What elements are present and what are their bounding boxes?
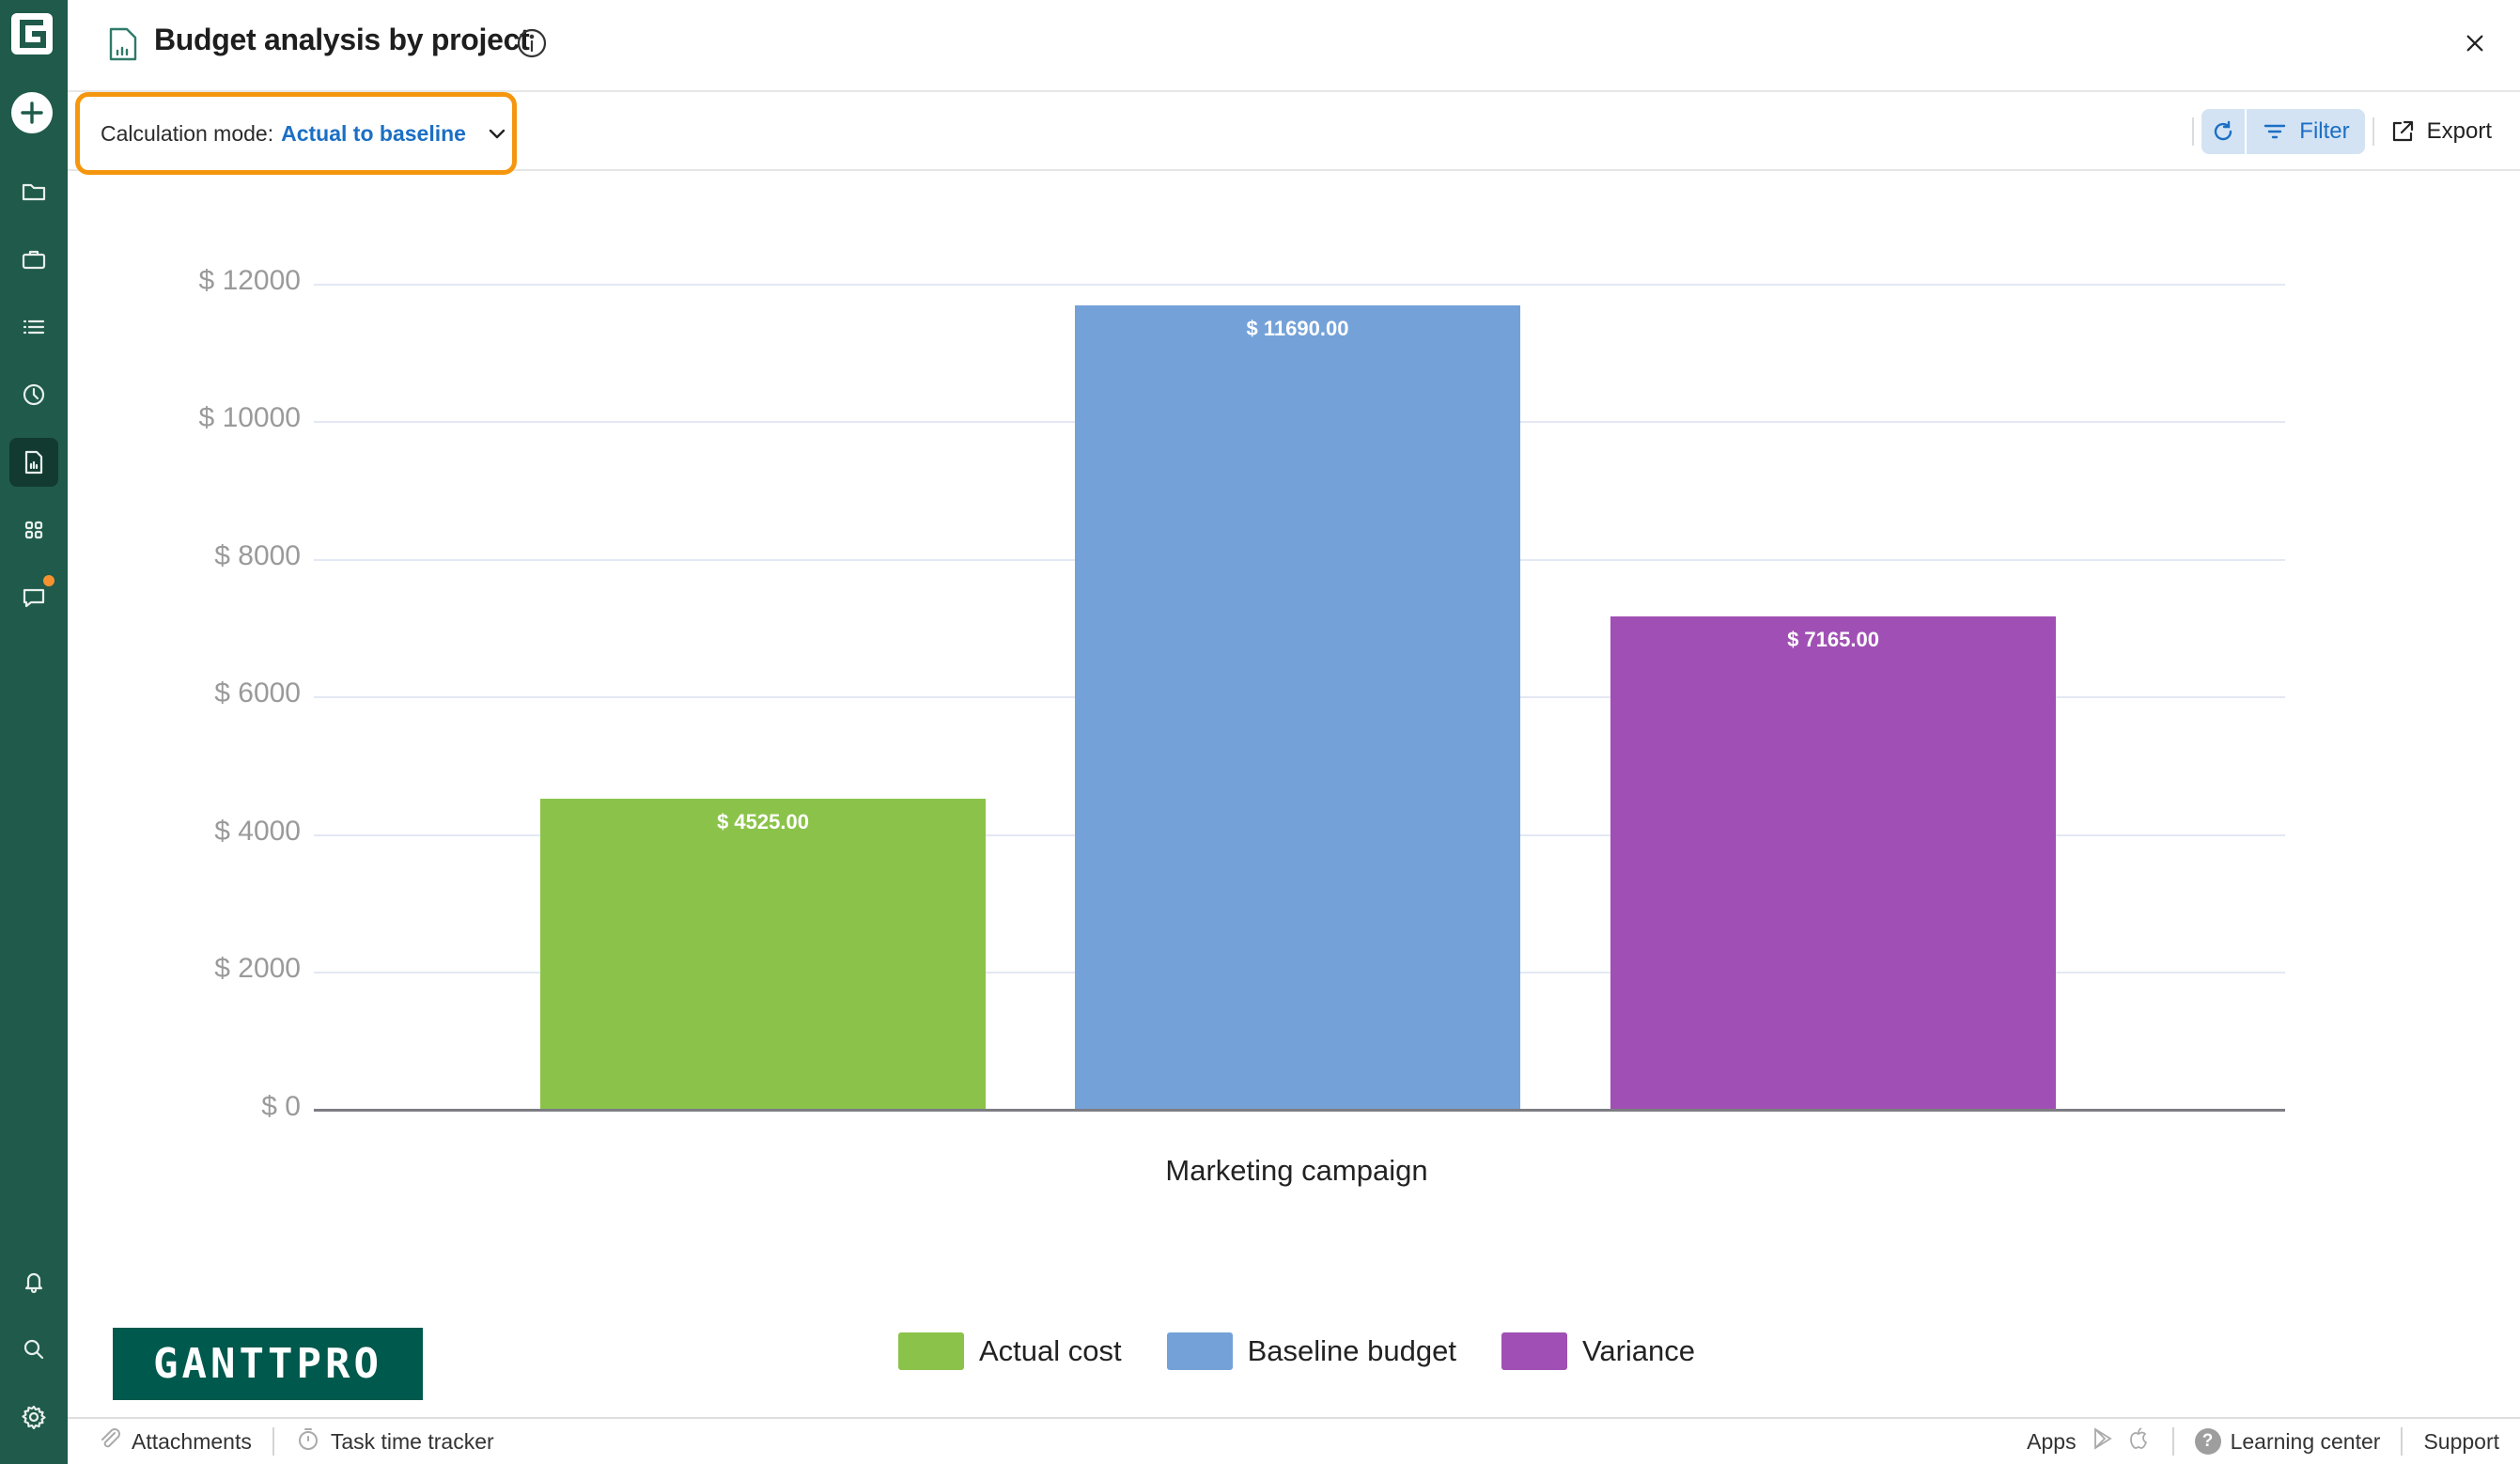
sidebar-item-search[interactable] [9,1325,58,1374]
report-toolbar: Calculation mode: Actual to baseline Fil… [68,92,2520,175]
y-tick-label: $ 6000 [214,677,301,709]
toolbar-actions: Filter Export [2185,109,2492,154]
sidebar-item-apps[interactable] [9,506,58,554]
y-tick-label: $ 2000 [214,953,301,984]
learning-center-label: Learning center [2230,1428,2381,1454]
folder-icon [22,183,46,201]
sidebar-item-settings[interactable] [9,1393,58,1441]
sidebar-item-notifications[interactable] [9,1257,58,1306]
refresh-filter-group: Filter [2201,109,2365,154]
sidebar-item-projects[interactable] [9,167,58,216]
bar-value-label: $ 11690.00 [1246,317,1349,340]
toolbar-divider [2372,117,2374,146]
grid-icon [24,521,43,539]
refresh-icon [2215,120,2232,141]
time-tracker-label: Task time tracker [330,1428,494,1454]
stopwatch-icon [295,1425,321,1457]
footer-divider [2401,1427,2403,1456]
report-header: Budget analysis by project [68,0,2520,92]
legend-item-actual-cost[interactable]: Actual cost [898,1332,1122,1370]
help-icon: ? [2194,1428,2221,1455]
sidebar-item-chat[interactable] [9,573,58,622]
list-icon [23,319,45,335]
bar-baseline-budget[interactable]: $ 11690.00 [1075,305,1520,1110]
filter-button[interactable]: Filter [2247,109,2364,154]
close-button[interactable] [2456,24,2494,62]
apple-icon[interactable] [2125,1425,2152,1457]
y-tick-label: $ 10000 [198,402,301,433]
sidebar-item-time-log[interactable] [9,370,58,419]
bar-variance[interactable]: $ 7165.00 [1610,616,2056,1110]
attachments-link[interactable]: Attachments [96,1425,252,1457]
export-button[interactable]: Export [2382,118,2492,145]
footer-bar: Attachments Task time tracker Apps ? Lea… [68,1417,2520,1464]
bar-actual-cost[interactable]: $ 4525.00 [540,799,986,1110]
legend-swatch [898,1332,964,1370]
bell-icon [24,1272,43,1294]
google-play-icon[interactable] [2090,1425,2116,1457]
chart-legend: Actual cost Baseline budget Variance [898,1332,1740,1370]
legend-label: Variance [1581,1334,1696,1367]
legend-swatch [1501,1332,1567,1370]
bar-value-label: $ 7165.00 [1787,628,1879,651]
ganttpro-brand-logo: GANTTPRO [113,1328,423,1400]
legend-swatch [1166,1332,1233,1370]
gridline [314,284,2285,286]
report-icon [24,450,43,475]
toolbar-divider [2192,117,2195,146]
learning-center-link[interactable]: ? Learning center [2194,1428,2381,1455]
x-category-label: Marketing campaign [1165,1154,1428,1187]
filter-icon [2264,124,2286,139]
notification-badge [43,575,54,586]
legend-label: Actual cost [979,1334,1122,1367]
ganttpro-logo-icon[interactable] [9,11,54,56]
filter-label: Filter [2299,118,2350,144]
refresh-button[interactable] [2201,109,2248,154]
task-time-tracker-link[interactable]: Task time tracker [295,1425,494,1457]
footer-divider [2171,1427,2174,1456]
support-label: Support [2423,1428,2499,1454]
y-tick-label: $ 12000 [198,265,301,296]
attachments-label: Attachments [132,1428,252,1454]
add-button[interactable] [11,92,53,133]
legend-item-baseline-budget[interactable]: Baseline budget [1166,1332,1456,1370]
chat-icon [23,588,45,608]
calculation-mode-label: Calculation mode: [101,120,274,146]
legend-item-variance[interactable]: Variance [1501,1332,1695,1370]
legend-label: Baseline budget [1247,1334,1456,1367]
sidebar-item-tasks[interactable] [9,303,58,351]
support-link[interactable]: Support [2423,1429,2499,1455]
y-tick-label: $ 0 [261,1091,301,1122]
chevron-down-icon [489,129,506,139]
calculation-mode-dropdown[interactable]: Calculation mode: Actual to baseline [75,92,517,175]
sidebar-item-portfolios[interactable] [9,235,58,284]
page-title: Budget analysis by project [154,23,530,56]
calculation-mode-value: Actual to baseline [281,120,466,146]
bar-value-label: $ 4525.00 [717,810,809,833]
y-tick-label: $ 4000 [214,816,301,847]
clock-icon [23,383,45,406]
briefcase-icon [22,250,46,270]
apps-label: Apps [2027,1428,2077,1454]
gear-icon [22,1405,46,1430]
report-document-icon [109,27,137,61]
paperclip-icon [96,1425,122,1457]
footer-divider [272,1427,274,1456]
y-tick-label: $ 8000 [214,540,301,571]
sidebar-item-reports[interactable] [9,438,58,487]
sidebar [0,0,68,1464]
info-icon[interactable] [515,26,549,60]
export-label: Export [2426,118,2492,144]
search-icon [23,1339,44,1360]
close-icon [2466,35,2483,52]
export-icon [2392,120,2413,142]
